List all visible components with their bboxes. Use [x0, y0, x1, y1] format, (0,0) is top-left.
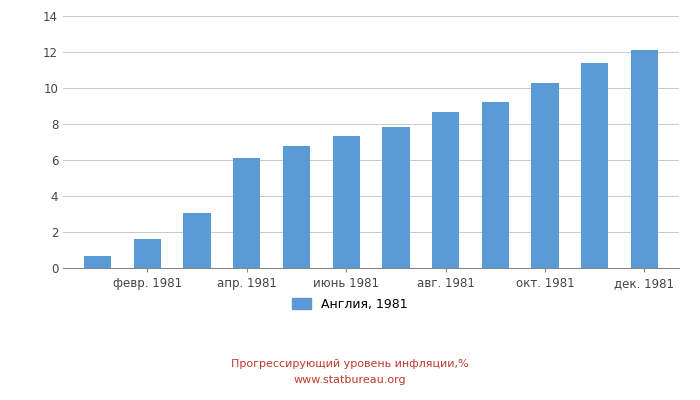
Bar [183, 213, 211, 268]
Legend: Англия, 1981: Англия, 1981 [287, 293, 413, 316]
Bar [382, 127, 410, 268]
Bar [84, 256, 111, 268]
Bar [134, 239, 161, 268]
Text: Прогрессирующий уровень инфляции,%: Прогрессирующий уровень инфляции,% [231, 359, 469, 369]
Bar [432, 112, 459, 268]
Bar [332, 136, 360, 268]
Text: www.statbureau.org: www.statbureau.org [294, 375, 406, 385]
Bar [482, 102, 509, 268]
Bar [531, 83, 559, 268]
Bar [581, 63, 608, 268]
Bar [283, 146, 310, 268]
Bar [631, 50, 658, 268]
Bar [233, 158, 260, 268]
